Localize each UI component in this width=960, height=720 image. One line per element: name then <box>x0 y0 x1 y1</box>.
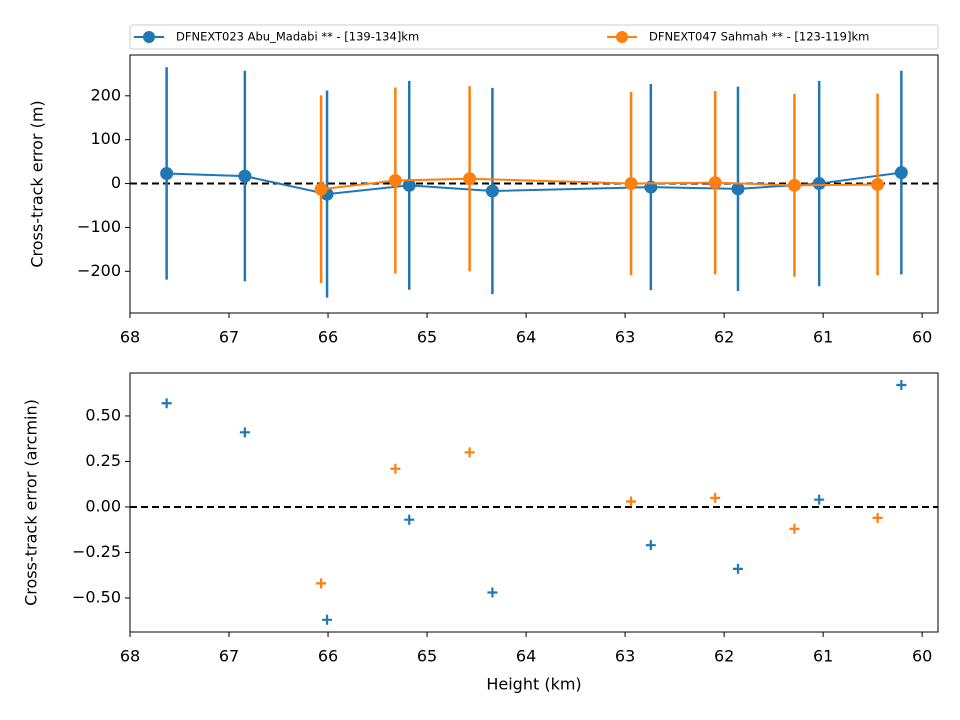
point <box>390 463 401 474</box>
x-axis-label: Height (km) <box>486 675 581 694</box>
point <box>787 178 801 192</box>
x-tick-label: 65 <box>417 328 437 347</box>
point <box>485 184 499 198</box>
y-tick-label: −100 <box>77 217 121 236</box>
x-tick-label: 67 <box>219 328 239 347</box>
legend-marker <box>616 31 628 43</box>
y-tick-label: 0.50 <box>85 405 121 424</box>
y-tick-label: 0 <box>111 173 121 192</box>
x-tick-label: 63 <box>615 328 635 347</box>
point <box>814 494 825 505</box>
x-tick-label: 65 <box>417 647 437 666</box>
point <box>708 176 722 190</box>
point <box>402 178 416 192</box>
x-tick-label: 61 <box>813 328 833 347</box>
x-tick-label: 60 <box>912 328 932 347</box>
y-tick-label: −0.50 <box>72 587 121 606</box>
point <box>871 177 885 191</box>
y-tick-label: 100 <box>90 129 121 148</box>
plot-frame <box>129 372 939 633</box>
point <box>314 182 328 196</box>
point <box>404 514 415 525</box>
x-tick-label: 61 <box>813 647 833 666</box>
y-axis-label: Cross-track error (arcmin) <box>22 399 41 606</box>
point <box>731 182 745 196</box>
point <box>812 177 826 191</box>
point <box>239 427 250 438</box>
y-tick-label: 0.25 <box>85 451 121 470</box>
point <box>238 169 252 183</box>
x-tick-label: 66 <box>318 328 338 347</box>
y-tick-label: 200 <box>90 85 121 104</box>
point <box>645 540 656 551</box>
x-tick-label: 68 <box>120 647 140 666</box>
legend-frame <box>129 24 939 50</box>
x-tick-label: 66 <box>318 647 338 666</box>
point <box>732 563 743 574</box>
x-tick-label: 64 <box>516 647 536 666</box>
legend-marker <box>143 31 155 43</box>
y-tick-label: −200 <box>77 261 121 280</box>
point <box>872 512 883 523</box>
point <box>710 492 721 503</box>
y-tick-label: 0.00 <box>85 496 121 515</box>
point <box>896 380 907 391</box>
legend-label: DFNEXT023 Abu_Madabi ** - [139-134]km <box>176 30 419 44</box>
point <box>161 398 172 409</box>
point <box>316 578 327 589</box>
x-tick-label: 62 <box>714 647 734 666</box>
y-tick-label: −0.25 <box>72 542 121 561</box>
point <box>463 172 477 186</box>
point <box>789 523 800 534</box>
x-tick-label: 64 <box>516 328 536 347</box>
point <box>624 177 638 191</box>
point <box>464 447 475 458</box>
point <box>322 614 333 625</box>
point <box>487 587 498 598</box>
point <box>626 496 637 507</box>
point <box>894 166 908 180</box>
x-tick-label: 60 <box>912 647 932 666</box>
x-tick-label: 63 <box>615 647 635 666</box>
point <box>160 166 174 180</box>
point <box>388 173 402 187</box>
x-tick-label: 68 <box>120 328 140 347</box>
y-axis-label: Cross-track error (m) <box>28 100 47 267</box>
x-tick-label: 67 <box>219 647 239 666</box>
legend-label: DFNEXT047 Sahmah ** - [123-119]km <box>649 30 869 44</box>
x-tick-label: 62 <box>714 328 734 347</box>
